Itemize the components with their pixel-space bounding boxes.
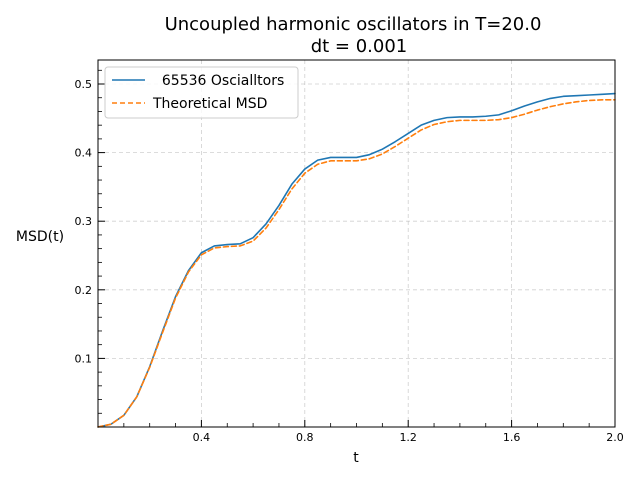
x-axis-label: t <box>353 450 359 466</box>
series-layer <box>97 92 616 428</box>
y-tick-label: 0.5 <box>75 78 93 91</box>
x-tick-label: 1.2 <box>399 431 417 444</box>
x-tick-label: 1.6 <box>503 431 521 444</box>
legend-label-theory: Theoretical MSD <box>152 96 267 112</box>
legend-label-simulation: 65536 Oscialltors <box>153 73 284 89</box>
series-line-1 <box>97 98 616 428</box>
series-line-0 <box>97 92 616 428</box>
ticks: 0.4 0.8 1.2 1.6 2.0 0.1 0.2 0.3 0.4 0.5 <box>75 69 624 444</box>
y-tick-label: 0.2 <box>75 284 93 297</box>
y-tick-label: 0.4 <box>75 147 93 160</box>
y-axis-label: MSD(t) <box>16 229 64 245</box>
chart-title: Uncoupled harmonic oscillators in T=20.0 <box>165 14 542 35</box>
legend: 65536 Oscialltors Theoretical MSD <box>104 66 299 119</box>
chart-subtitle: dt = 0.001 <box>311 36 408 57</box>
x-tick-label: 0.4 <box>193 431 211 444</box>
legend-box <box>104 66 299 119</box>
x-tick-label: 0.8 <box>296 431 314 444</box>
x-tick-label: 2.0 <box>606 431 624 444</box>
y-tick-label: 0.3 <box>75 215 93 228</box>
y-tick-label: 0.1 <box>75 352 93 365</box>
